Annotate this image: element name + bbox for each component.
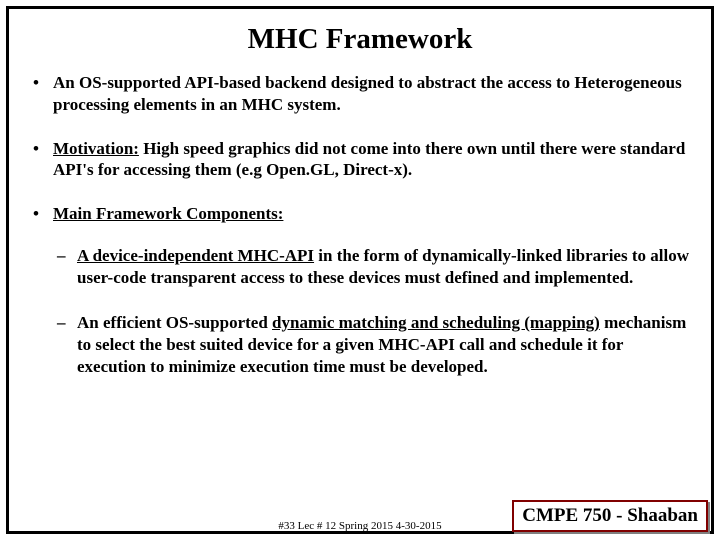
bullet-3: Main Framework Components: A device-inde… <box>31 203 689 378</box>
sub-bullet-1: A device-independent MHC-API in the form… <box>53 245 689 289</box>
bullet-2-rest: High speed graphics did not come into th… <box>53 139 685 180</box>
sub-bullet-2-pre: An efficient OS-supported <box>77 313 272 332</box>
bullet-2: Motivation: High speed graphics did not … <box>31 138 689 182</box>
footer-right-box: CMPE 750 - Shaaban <box>512 500 708 532</box>
sub-bullet-2: An efficient OS-supported dynamic matchi… <box>53 312 689 377</box>
slide-frame: MHC Framework An OS-supported API-based … <box>6 6 714 534</box>
slide-title: MHC Framework <box>31 23 689 56</box>
bullet-2-label: Motivation: <box>53 139 139 158</box>
sub-bullet-2-u: dynamic matching and scheduling (mapping… <box>272 313 600 332</box>
bullet-3-label: Main Framework Components: <box>53 204 283 223</box>
bullet-1: An OS-supported API-based backend design… <box>31 72 689 116</box>
bullet-list: An OS-supported API-based backend design… <box>31 72 689 378</box>
sub-bullet-1-pre: A device-independent MHC-API <box>77 246 314 265</box>
sub-bullet-list: A device-independent MHC-API in the form… <box>53 245 689 378</box>
bullet-1-text: An OS-supported API-based backend design… <box>53 73 682 114</box>
